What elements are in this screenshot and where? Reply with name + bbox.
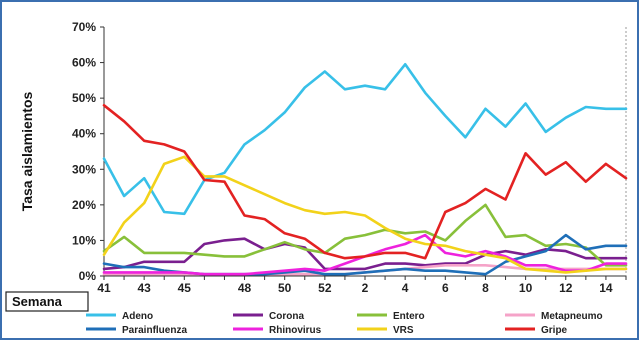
x-tick-label: 50 — [278, 281, 292, 295]
series-line-gripe — [102, 104, 628, 260]
y-tick-label: 20% — [72, 198, 96, 212]
legend-label-vrs: VRS — [393, 325, 414, 336]
y-tick-label: 60% — [72, 56, 96, 70]
series-line-adeno — [102, 63, 628, 216]
x-tick-label: 8 — [482, 281, 489, 295]
series-line-corona — [102, 237, 628, 271]
y-tick-label: 10% — [72, 233, 96, 247]
chart-legend: Adeno Corona Entero Metapneumo Parainfluenza… — [86, 311, 603, 336]
legend-label-parainfluenza: Parainfluenza — [122, 325, 187, 336]
y-axis-label: Tasa aislamientos — [19, 92, 35, 212]
y-tick-label: 40% — [72, 127, 96, 141]
x-tick-label: 41 — [97, 281, 111, 295]
y-tick-label: 50% — [72, 91, 96, 105]
y-tick-label: 0% — [79, 269, 97, 283]
x-tick-label: 43 — [137, 281, 151, 295]
x-tick-label: 6 — [442, 281, 449, 295]
legend-label-gripe: Gripe — [541, 325, 568, 336]
legend-label-metapneumo: Metapneumo — [541, 311, 603, 322]
series-line-vrs — [102, 155, 628, 274]
x-tick-label: 45 — [178, 281, 192, 295]
x-tick-label: 2 — [362, 281, 369, 295]
y-tick-label: 70% — [72, 20, 96, 34]
legend-label-entero: Entero — [393, 311, 425, 322]
x-tick-label: 10 — [519, 281, 533, 295]
x-tick-label: 12 — [559, 281, 573, 295]
legend-label-corona: Corona — [269, 311, 304, 322]
legend-label-adeno: Adeno — [122, 311, 153, 322]
chart-series-lines — [102, 63, 628, 276]
x-tick-label: 4 — [402, 281, 409, 295]
series-line-entero — [102, 203, 628, 267]
x-tick-label: 14 — [599, 281, 613, 295]
x-axis-title: Semana — [12, 294, 63, 309]
chart-axes: 0% 10% 20% 30% 40% 50% 60% 70% 41 43 45 48 50 52 2 4 6 8 1… — [72, 20, 627, 295]
x-tick-label: 52 — [318, 281, 332, 295]
y-tick-label: 30% — [72, 162, 96, 176]
x-axis-title-box — [5, 291, 89, 312]
legend-label-rhinovirus: Rhinovirus — [269, 325, 322, 336]
x-tick-label: 48 — [238, 281, 252, 295]
